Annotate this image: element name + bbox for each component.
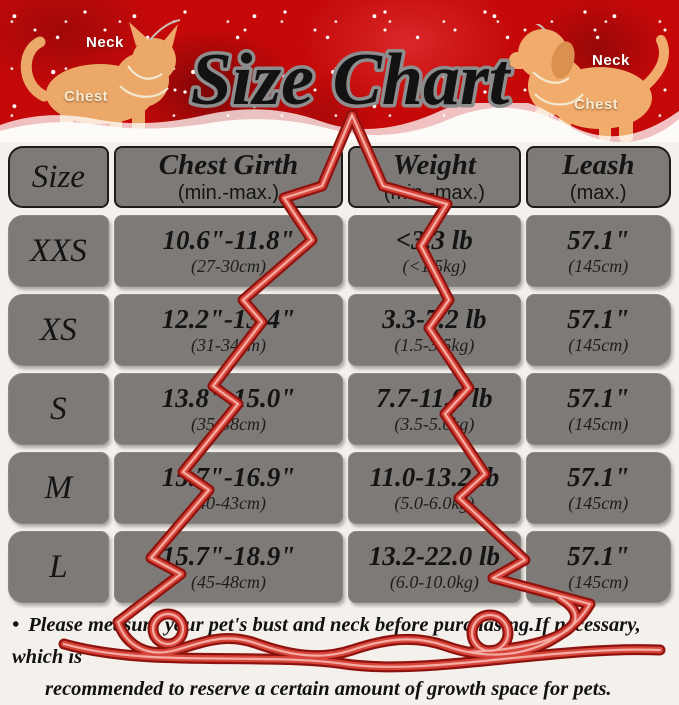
footnote-line-2: recommended to reserve a certain amount …	[45, 674, 669, 705]
title-graphic: Size Chart	[187, 36, 515, 125]
cat-tail	[20, 36, 50, 102]
column-sublabel: (max.)	[569, 181, 627, 204]
chest-girth-value: 10.6"-11.8"	[162, 224, 295, 255]
weight-metric: (6.0-10.0kg)	[389, 572, 479, 593]
cat-chest-label: Chest	[64, 88, 109, 105]
weight-value: 3.3-7.2 lb	[382, 303, 487, 334]
leash-value: 57.1"	[567, 540, 630, 571]
size-value: L	[49, 548, 68, 585]
page-title: Size Chart	[191, 39, 512, 121]
leash-value: 57.1"	[567, 303, 630, 334]
chest-girth-metric: (31-34cm)	[190, 335, 266, 356]
table-header-row: Size Chest Girth (min.-max.) Weight (min…	[8, 146, 671, 208]
column-label: Leash	[562, 149, 635, 182]
banner: Neck Chest Neck Chest Size Chart	[0, 0, 679, 142]
column-header-leash: Leash (max.)	[525, 146, 671, 208]
chest-girth-metric: (45-48cm)	[190, 572, 266, 593]
leash-metric: (145cm)	[568, 414, 629, 435]
weight-metric: (<1.5kg)	[402, 256, 467, 277]
footnote: • Please measure your pet's bust and neck…	[12, 610, 669, 705]
column-label: Size	[31, 158, 85, 195]
leash-value: 57.1"	[567, 224, 630, 255]
cat-neck-label: Neck	[86, 34, 124, 51]
weight-metric: (5.0-6.0kg)	[394, 493, 475, 514]
size-value: XXS	[29, 232, 87, 269]
dog-harness-neck-strap	[532, 71, 570, 84]
dog-neck-label: Neck	[592, 52, 630, 69]
leash-value: 57.1"	[567, 461, 630, 492]
size-chart-table: Size Chest Girth (min.-max.) Weight (min…	[0, 142, 679, 603]
weight-value: 11.0-13.2 lb	[369, 461, 500, 492]
size-value: M	[44, 469, 73, 506]
weight-value: 7.7-11.0 lb	[376, 382, 493, 413]
column-header-size: Size	[8, 146, 109, 208]
column-sublabel: (min.-max.)	[177, 181, 280, 204]
cat-leash-string	[149, 19, 181, 41]
leash-metric: (145cm)	[568, 493, 629, 514]
weight-value: <3.3 lb	[395, 224, 473, 255]
leash-metric: (145cm)	[568, 335, 629, 356]
chest-girth-metric: (27-30cm)	[190, 256, 266, 277]
cat-harness-neck-strap	[127, 65, 163, 80]
bullet-icon: •	[12, 614, 20, 636]
chest-girth-value: 15.7"-16.9"	[161, 461, 296, 492]
chest-girth-value: 15.7"-18.9"	[161, 540, 296, 571]
footnote-line-1: • Please measure your pet's bust and neck…	[12, 610, 669, 674]
footnote-text: Please measure your pet's bust and neck …	[12, 614, 641, 668]
cat-harness-chest-strap	[119, 85, 169, 98]
dog-chest-label: Chest	[574, 96, 619, 113]
column-header-weight: Weight (min.-max.)	[348, 146, 521, 208]
weight-metric: (1.5-3.5kg)	[394, 335, 475, 356]
size-value: XS	[40, 311, 77, 348]
table-row: XXS 10.6"-11.8" (27-30cm) <3.3 lb (<1.5k…	[8, 215, 671, 287]
table-row: M 15.7"-16.9" (40-43cm) 11.0-13.2 lb (5.…	[8, 452, 671, 524]
chest-girth-metric: (35-38cm)	[190, 414, 266, 435]
leash-metric: (145cm)	[568, 572, 629, 593]
footnote-text: recommended to reserve a certain amount …	[45, 677, 612, 700]
dog-leash-string	[535, 24, 546, 31]
column-label: Weight	[392, 149, 476, 182]
cat-head	[132, 38, 176, 82]
table-row: S 13.8"-15.0" (35-38cm) 7.7-11.0 lb (3.5…	[8, 373, 671, 445]
dog-tail	[640, 35, 669, 91]
column-label: Chest Girth	[158, 149, 299, 182]
column-header-chest-girth: Chest Girth (min.-max.)	[113, 146, 344, 208]
table-row: L 15.7"-18.9" (45-48cm) 13.2-22.0 lb (6.…	[8, 531, 671, 603]
dog-harness-chest-strap	[534, 93, 584, 106]
chest-girth-value: 12.2"-13.4"	[161, 303, 296, 334]
dog-ear	[551, 41, 575, 79]
size-value: S	[50, 390, 67, 427]
column-sublabel: (min.-max.)	[383, 181, 485, 204]
table-row: XS 12.2"-13.4" (31-34cm) 3.3-7.2 lb (1.5…	[8, 294, 671, 366]
chest-girth-metric: (40-43cm)	[190, 493, 266, 514]
leash-value: 57.1"	[567, 382, 630, 413]
chest-girth-value: 13.8"-15.0"	[161, 382, 296, 413]
leash-metric: (145cm)	[568, 256, 629, 277]
weight-value: 13.2-22.0 lb	[368, 540, 500, 571]
weight-metric: (3.5-5.0kg)	[394, 414, 475, 435]
